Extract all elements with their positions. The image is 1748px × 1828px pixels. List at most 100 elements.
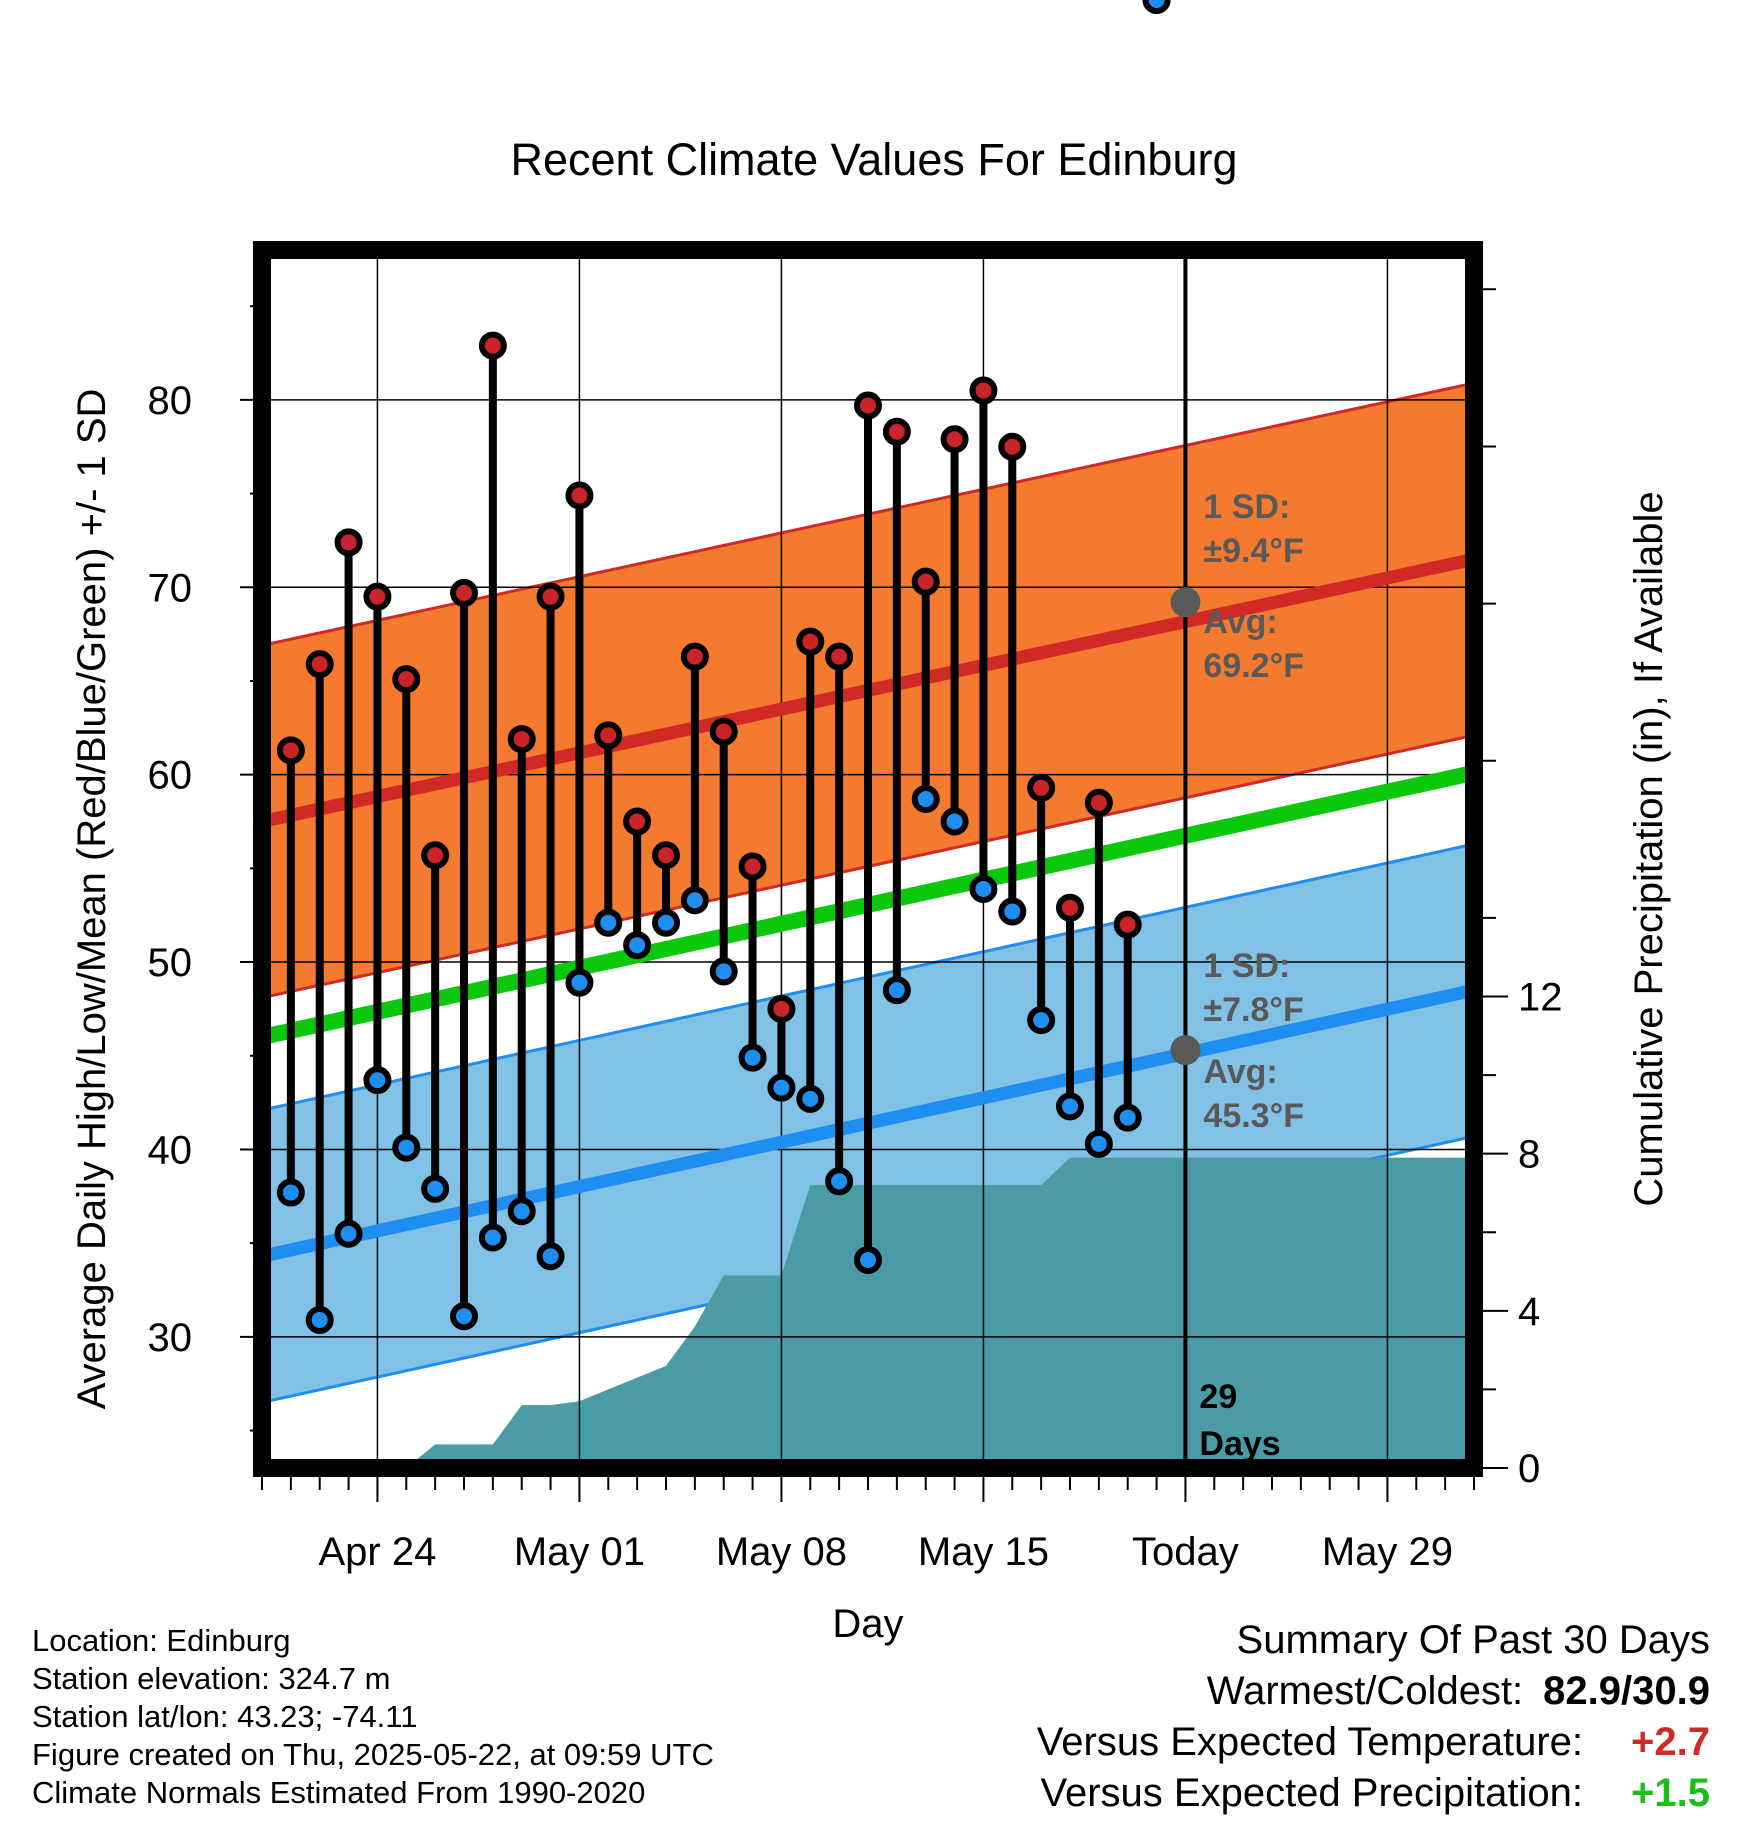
station-info: Location: Edinburg Station elevation: 32…	[32, 1622, 714, 1812]
cumulative-precipitation-area	[377, 1157, 1474, 1468]
daily-low-point	[450, 1302, 478, 1331]
temp-label: Versus Expected Temperature:	[1036, 1720, 1584, 1764]
high-avg-value: 69.2°F	[1203, 647, 1304, 685]
y-tick-label: 50	[148, 941, 193, 985]
y-tick-label: 70	[148, 566, 193, 610]
daily-high-point	[478, 331, 507, 360]
location-text: Location: Edinburg	[32, 1623, 291, 1658]
x-axis-label: Day	[832, 1602, 903, 1646]
daily-low-point	[709, 957, 738, 986]
daily-low-point	[594, 908, 623, 937]
warm-cold-value: 82.9/30.9	[1543, 1669, 1710, 1713]
daily-high-point	[680, 642, 709, 671]
daily-high-point	[1084, 788, 1113, 817]
daily-high-point	[998, 432, 1027, 461]
daily-low-point	[652, 908, 680, 937]
daily-low-point	[334, 1219, 363, 1248]
y-tick-label: 40	[148, 1128, 193, 1172]
summary-title: Summary Of Past 30 Days	[1236, 1618, 1710, 1662]
daily-low-point	[305, 1305, 334, 1334]
daily-high-point	[623, 807, 652, 836]
daily-high-point	[709, 717, 738, 746]
warm-cold-row: Warmest/Coldest: 82.9/30.9	[1037, 1666, 1710, 1717]
x-tick-label: Apr 24	[318, 1530, 436, 1574]
daily-low-point	[565, 968, 594, 997]
y2-tick-label: 12	[1518, 976, 1563, 1020]
axes-layer: 30 40 50 60 70 80 0 4 8 12 Apr 24 May 01 May 08 May 1…	[148, 288, 1563, 1574]
daily-low-point	[940, 807, 969, 836]
low-sd-value: ±7.8°F	[1203, 991, 1303, 1029]
daily-high-point	[1027, 773, 1056, 802]
daily-high-point	[536, 582, 565, 611]
daily-high-point	[854, 391, 882, 420]
high-sd-value: ±9.4°F	[1203, 532, 1303, 570]
daily-high-point	[507, 725, 536, 754]
daily-high-point	[652, 841, 680, 870]
summary-panel: Summary Of Past 30 Days Warmest/Coldest:…	[1037, 1615, 1710, 1819]
daily-low-point	[623, 931, 652, 960]
x-tick-label: Today	[1132, 1530, 1239, 1574]
low-avg-label: Avg:	[1203, 1053, 1277, 1091]
daily-low-point	[998, 897, 1027, 926]
daily-low-point	[363, 1066, 392, 1095]
today-layer: 1 SD: ±9.4°F Avg: 69.2°F 1 SD: ±7.8°F Avg: 45.3…	[1170, 250, 1304, 1468]
daily-high-point	[1113, 910, 1142, 939]
daily-high-point	[363, 582, 392, 611]
daily-high-point	[334, 528, 363, 557]
daily-high-point	[276, 736, 305, 765]
daily-low-point	[1084, 1129, 1113, 1158]
low-avg-value: 45.3°F	[1203, 1097, 1304, 1135]
daily-low-point	[1113, 1103, 1142, 1132]
daily-low-point	[536, 1242, 565, 1271]
y2-axis-label: Cumulative Precipitation (in), If Availa…	[1627, 491, 1671, 1206]
daily-low-point	[767, 1073, 796, 1102]
y-tick-label: 30	[148, 1316, 193, 1360]
daily-low-point	[825, 1167, 854, 1196]
today-avg-low-marker	[1170, 1035, 1201, 1066]
precipitation-layer	[377, 1157, 1474, 1468]
daily-low-point	[421, 1174, 450, 1203]
daily-high-point	[392, 665, 421, 694]
y2-tick-label: 4	[1518, 1290, 1540, 1334]
created-text: Figure created on Thu, 2025-05-22, at 09…	[32, 1737, 714, 1772]
normals-text: Climate Normals Estimated From 1990-2020	[32, 1775, 646, 1810]
y2-tick-label: 8	[1518, 1133, 1540, 1177]
low-sd-label: 1 SD:	[1203, 947, 1290, 985]
x-tick-label: May 29	[1322, 1530, 1453, 1574]
daily-low-point	[392, 1133, 421, 1162]
latlon-text: Station lat/lon: 43.23; -74.11	[32, 1699, 418, 1734]
daily-high-point	[940, 425, 969, 454]
daily-low-point	[507, 1197, 536, 1226]
daily-high-point	[738, 852, 767, 881]
y-tick-label: 80	[148, 379, 193, 423]
daily-low-point	[478, 1223, 507, 1252]
daily-low-point	[738, 1043, 767, 1072]
precip-value: +1.5	[1631, 1771, 1710, 1815]
daily-high-point	[911, 567, 940, 596]
precip-row: Versus Expected Precipitation: +1.5	[1037, 1768, 1711, 1819]
chart-title: Recent Climate Values For Edinburg	[510, 134, 1237, 185]
observations-layer	[276, 0, 1171, 1334]
x-tick-label: May 08	[716, 1530, 847, 1574]
elevation-text: Station elevation: 324.7 m	[32, 1661, 391, 1696]
daily-low-point	[1027, 1006, 1056, 1035]
daily-high-point	[305, 650, 334, 679]
high-sd-label: 1 SD:	[1203, 488, 1290, 526]
daily-high-point	[882, 417, 911, 446]
daily-high-point	[450, 578, 478, 607]
daily-high-point	[825, 642, 854, 671]
daily-high-point	[796, 627, 825, 656]
temp-value: +2.7	[1631, 1720, 1710, 1764]
x-tick-label: May 15	[918, 1530, 1049, 1574]
daily-low-point	[680, 886, 709, 915]
today-avg-high-marker	[1170, 587, 1201, 618]
y-tick-label: 60	[148, 754, 193, 798]
precip-label: Versus Expected Precipitation:	[1040, 1771, 1584, 1815]
daily-high-point	[594, 721, 623, 750]
daily-low-point	[796, 1084, 825, 1113]
daily-low-point	[854, 1246, 882, 1275]
daily-high-point	[969, 376, 998, 405]
days-count: 29	[1199, 1378, 1237, 1416]
warm-cold-label: Warmest/Coldest:	[1206, 1669, 1524, 1713]
